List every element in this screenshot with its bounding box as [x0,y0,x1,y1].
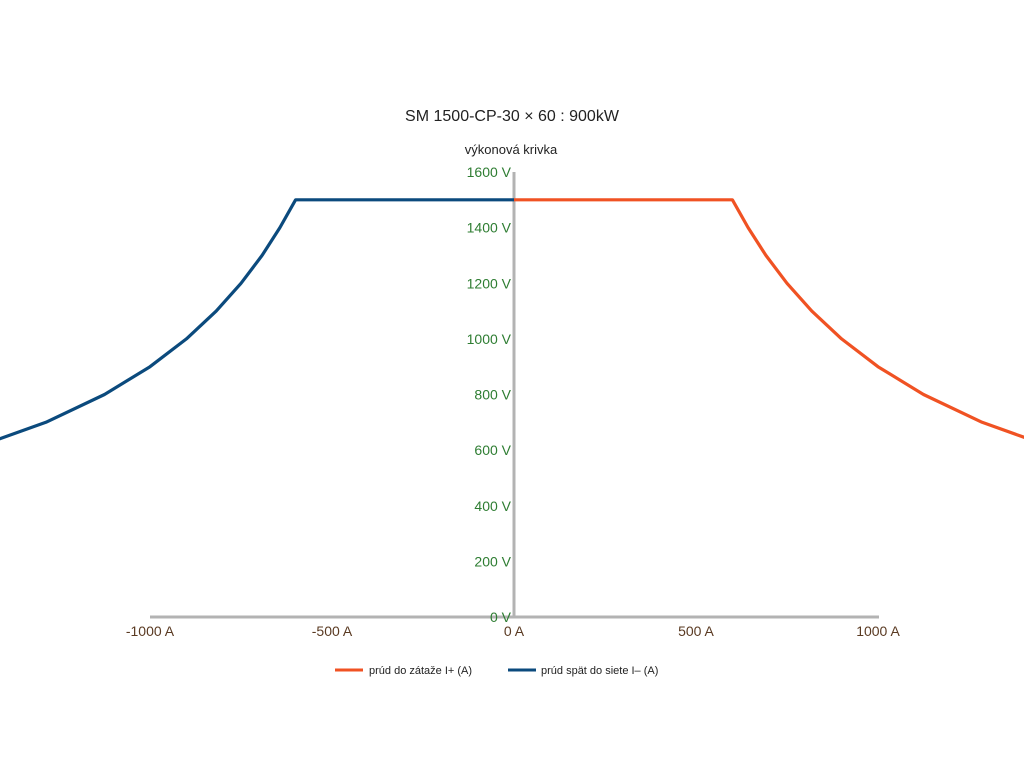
x-tick-label: 1000 A [856,623,900,639]
legend-label: prúd do zátaže I+ (A) [369,665,472,677]
y-tick-label: 400 V [474,498,511,514]
series-line-load-current [514,198,1024,439]
y-tick-label: 1000 V [467,331,512,347]
axes [150,172,879,619]
legend: prúd do zátaže I+ (A) prúd spät do siete … [335,665,658,677]
x-tick-label: -1000 A [126,623,175,639]
x-tick-label: 0 A [504,623,525,639]
series-line-grid-return-current [0,198,514,441]
legend-label: prúd spät do siete I– (A) [541,665,658,677]
y-tick-label: 200 V [474,553,511,569]
y-tick-label: 1600 V [467,164,512,180]
chart-subtitle: výkonová krivka [465,142,558,157]
x-tick-label: -500 A [312,623,353,639]
y-tick-labels: 0 V 200 V 400 V 600 V 800 V 1000 V 1200 V 1400 … [467,164,512,625]
y-tick-label: 1200 V [467,275,512,291]
y-tick-label: 600 V [474,442,511,458]
y-tick-label: 1400 V [467,220,512,236]
y-tick-label: 800 V [474,387,511,403]
y-tick-label: 0 V [490,609,512,625]
series-layer [0,198,1024,441]
x-tick-label: 500 A [678,623,714,639]
chart-title: SM 1500-CP-30 × 60 : 900kW [405,108,620,125]
